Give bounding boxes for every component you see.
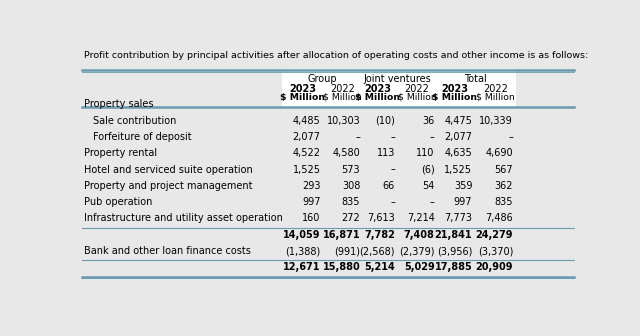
Text: 10,339: 10,339 — [479, 116, 513, 126]
Text: (991): (991) — [334, 246, 360, 256]
Text: $ Million: $ Million — [397, 93, 436, 102]
Text: Group: Group — [308, 74, 338, 84]
Text: 7,214: 7,214 — [407, 213, 435, 223]
Text: 835: 835 — [495, 197, 513, 207]
Text: –: – — [430, 132, 435, 142]
Text: 160: 160 — [302, 213, 321, 223]
Text: 573: 573 — [342, 165, 360, 175]
Text: 7,773: 7,773 — [444, 213, 472, 223]
Bar — [356, 69, 438, 108]
Text: 7,486: 7,486 — [485, 213, 513, 223]
Text: Forfeiture of deposit: Forfeiture of deposit — [93, 132, 191, 142]
Text: 4,690: 4,690 — [485, 148, 513, 158]
Text: (2,568): (2,568) — [360, 246, 395, 256]
Text: 997: 997 — [454, 197, 472, 207]
Text: 359: 359 — [454, 181, 472, 191]
Text: 272: 272 — [342, 213, 360, 223]
Text: 113: 113 — [376, 148, 395, 158]
Text: (2,379): (2,379) — [399, 246, 435, 256]
Text: 36: 36 — [422, 116, 435, 126]
Text: 5,214: 5,214 — [364, 262, 395, 272]
Text: 7,782: 7,782 — [364, 230, 395, 240]
Text: $ Million: $ Million — [355, 93, 400, 102]
Text: 66: 66 — [383, 181, 395, 191]
Text: Infrastructure and utility asset operation: Infrastructure and utility asset operati… — [84, 213, 283, 223]
Text: $ Million: $ Million — [280, 93, 326, 102]
Text: –: – — [390, 197, 395, 207]
Text: Profit contribution by principal activities after allocation of operating costs : Profit contribution by principal activit… — [84, 51, 588, 60]
Text: 4,522: 4,522 — [292, 148, 321, 158]
Text: 7,613: 7,613 — [367, 213, 395, 223]
Text: 2023: 2023 — [364, 84, 391, 93]
Text: 5,029: 5,029 — [404, 262, 435, 272]
Text: $ Million: $ Million — [476, 93, 515, 102]
Text: Property sales: Property sales — [84, 99, 154, 110]
Text: 2023: 2023 — [289, 84, 316, 93]
Text: 2,077: 2,077 — [444, 132, 472, 142]
Text: 4,635: 4,635 — [445, 148, 472, 158]
Bar — [282, 69, 364, 108]
Text: 2,077: 2,077 — [292, 132, 321, 142]
Text: 12,671: 12,671 — [283, 262, 321, 272]
Text: Hotel and serviced suite operation: Hotel and serviced suite operation — [84, 165, 253, 175]
Text: 4,475: 4,475 — [444, 116, 472, 126]
Text: $ Million: $ Million — [432, 93, 477, 102]
Text: 24,279: 24,279 — [476, 230, 513, 240]
Text: –: – — [390, 165, 395, 175]
Text: 14,059: 14,059 — [283, 230, 321, 240]
Text: Bank and other loan finance costs: Bank and other loan finance costs — [84, 246, 251, 256]
Text: 2023: 2023 — [441, 84, 468, 93]
Text: 16,871: 16,871 — [323, 230, 360, 240]
Text: (10): (10) — [375, 116, 395, 126]
Text: –: – — [390, 132, 395, 142]
Text: 7,408: 7,408 — [404, 230, 435, 240]
Text: 997: 997 — [302, 197, 321, 207]
Text: 15,880: 15,880 — [323, 262, 360, 272]
Text: 293: 293 — [302, 181, 321, 191]
Text: 4,485: 4,485 — [293, 116, 321, 126]
Text: 110: 110 — [416, 148, 435, 158]
Text: Pub operation: Pub operation — [84, 197, 152, 207]
Text: Total: Total — [464, 74, 486, 84]
Text: (3,370): (3,370) — [477, 246, 513, 256]
Text: 21,841: 21,841 — [435, 230, 472, 240]
Text: 835: 835 — [342, 197, 360, 207]
Text: 1,525: 1,525 — [444, 165, 472, 175]
Text: (6): (6) — [421, 165, 435, 175]
Text: Property rental: Property rental — [84, 148, 157, 158]
Text: 10,303: 10,303 — [326, 116, 360, 126]
Text: Property and project management: Property and project management — [84, 181, 252, 191]
Text: 567: 567 — [494, 165, 513, 175]
Text: 17,885: 17,885 — [435, 262, 472, 272]
Text: (3,956): (3,956) — [437, 246, 472, 256]
Text: Sale contribution: Sale contribution — [93, 116, 176, 126]
Text: –: – — [430, 197, 435, 207]
Text: 2022: 2022 — [404, 84, 429, 93]
Bar — [434, 69, 516, 108]
Text: $ Million: $ Million — [323, 93, 362, 102]
Text: 2022: 2022 — [483, 84, 508, 93]
Text: (1,388): (1,388) — [285, 246, 321, 256]
Text: 2022: 2022 — [330, 84, 355, 93]
Text: 1,525: 1,525 — [292, 165, 321, 175]
Text: 54: 54 — [422, 181, 435, 191]
Text: 362: 362 — [495, 181, 513, 191]
Text: 308: 308 — [342, 181, 360, 191]
Text: Joint ventures: Joint ventures — [364, 74, 431, 84]
Text: 4,580: 4,580 — [333, 148, 360, 158]
Text: –: – — [355, 132, 360, 142]
Text: 20,909: 20,909 — [476, 262, 513, 272]
Text: –: – — [508, 132, 513, 142]
